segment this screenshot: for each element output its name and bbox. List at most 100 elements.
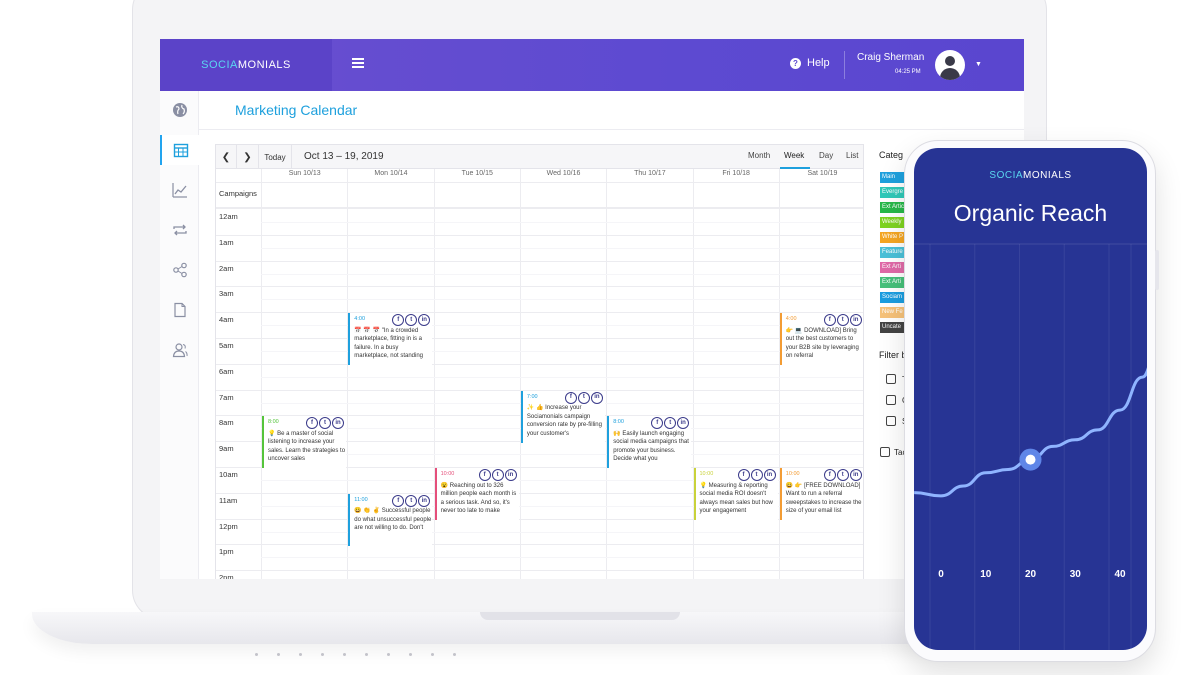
facebook-icon: f <box>478 469 491 481</box>
twitter-icon: t <box>405 314 418 327</box>
event-text: 👉 💻 DOWNLOAD] Bring out the best custome… <box>785 327 859 360</box>
category-tag[interactable]: New Fe <box>880 307 920 318</box>
avatar[interactable] <box>935 50 965 80</box>
help-icon: ? <box>790 57 801 69</box>
analytics-icon[interactable] <box>160 175 199 205</box>
calendar-event[interactable]: 10:00 f t in 😮 Reaching out to 326 million p… <box>434 468 519 520</box>
event-text: 😮 Reaching out to 326 million people eac… <box>440 482 517 515</box>
day-header[interactable]: Wed 10/16 <box>519 170 606 182</box>
date-range: Oct 13 – 19, 2019 <box>304 151 384 162</box>
page-title: Marketing Calendar <box>235 102 358 118</box>
event-social-icons: f t in <box>823 314 862 327</box>
grid-line <box>216 544 863 546</box>
globe-icon[interactable] <box>160 95 199 125</box>
day-header[interactable]: Sat 10/19 <box>778 170 863 182</box>
view-list-button[interactable]: List <box>846 151 859 160</box>
event-social-icons: f t in <box>392 314 431 327</box>
categories-title: Categ <box>879 150 904 160</box>
grid-line <box>692 169 694 579</box>
grid-line <box>519 169 521 579</box>
twitter-icon: t <box>491 469 504 481</box>
calendar-icon[interactable] <box>160 135 199 165</box>
category-tag[interactable]: Evergre <box>880 187 920 198</box>
menu-icon[interactable] <box>352 58 364 68</box>
highlight-point[interactable] <box>1025 454 1036 465</box>
chevron-down-icon[interactable]: ▼ <box>975 61 982 68</box>
day-header[interactable]: Sun 10/13 <box>261 170 347 182</box>
laptop-base-dots <box>255 653 456 656</box>
filter-checkbox[interactable] <box>886 416 896 426</box>
category-tag[interactable]: Main <box>880 172 920 183</box>
event-time: 10:00 <box>785 471 800 477</box>
calendar-event[interactable]: 4:00 f t in 👉 💻 DOWNLOAD] Bring out the best… <box>779 313 863 366</box>
view-week-button[interactable]: Week <box>784 151 805 160</box>
hour-label: 11am <box>219 495 238 505</box>
help-link[interactable]: ? Help <box>790 57 830 69</box>
calendar-event[interactable]: 8:00 f t in 💡 Be a master of social listenin… <box>262 416 346 469</box>
today-button[interactable]: Today <box>259 145 292 169</box>
category-tag[interactable]: Uncate <box>880 322 920 333</box>
grid-line <box>261 169 262 579</box>
filter-checkbox[interactable] <box>886 374 896 384</box>
grid-line <box>216 286 863 288</box>
linkedin-icon: in <box>418 314 431 327</box>
day-header[interactable]: Fri 10/18 <box>692 170 779 182</box>
linkedin-icon: in <box>677 417 690 430</box>
hour-label: 1am <box>219 237 234 247</box>
phone-side-button <box>1155 250 1159 290</box>
hour-label: 9am <box>219 444 234 454</box>
x-tick-label: 0 <box>938 569 944 580</box>
view-month-button[interactable]: Month <box>748 151 771 160</box>
facebook-icon: f <box>737 469 750 481</box>
filter-checkbox[interactable] <box>886 395 896 405</box>
grid-line <box>261 221 863 223</box>
repeat-icon[interactable] <box>160 215 199 245</box>
facebook-icon: f <box>823 469 836 481</box>
event-text: ✨ 👍 Increase your Sociamonials campaign … <box>526 405 602 437</box>
calendar-event[interactable]: 8:00 f t in 🙌 Easily launch engaging social … <box>607 416 692 469</box>
document-icon[interactable] <box>160 295 199 325</box>
users-icon[interactable] <box>160 335 199 365</box>
category-tag[interactable]: White P <box>880 232 920 243</box>
grid-line <box>261 273 863 275</box>
grid-line <box>347 169 349 579</box>
day-header[interactable]: Mon 10/14 <box>347 170 433 182</box>
twitter-icon: t <box>577 391 590 404</box>
event-time: 7:00 <box>526 393 538 400</box>
x-tick-label: 10 <box>980 569 992 580</box>
view-day-button[interactable]: Day <box>819 151 834 160</box>
grid-line <box>261 557 863 559</box>
category-tag[interactable]: Ext Artic <box>880 202 920 213</box>
category-tag[interactable]: Sociam <box>880 292 920 303</box>
filter-checkbox[interactable] <box>880 447 890 457</box>
category-tag[interactable]: Feature <box>880 247 920 258</box>
grid-line <box>261 454 863 456</box>
phone-brand-logo: SOCIAMONIALS <box>914 170 1147 181</box>
category-tag[interactable]: Weekly <box>880 217 920 228</box>
day-header[interactable]: Tue 10/15 <box>433 170 520 182</box>
category-tag[interactable]: Ext Arti <box>880 277 920 288</box>
laptop-notch <box>480 612 680 620</box>
next-week-button[interactable]: ❯ <box>237 145 259 169</box>
grid-line <box>216 492 863 494</box>
grid-line <box>216 467 863 468</box>
day-header[interactable]: Thu 10/17 <box>606 170 692 182</box>
event-social-icons: f t in <box>823 469 862 481</box>
event-text: 😀 👉 [FREE DOWNLOAD] Want to run a referr… <box>785 482 862 515</box>
calendar-event[interactable]: 10:00 f t in 💡 Measuring & reporting social … <box>693 468 778 520</box>
calendar-event[interactable]: 4:00 f t in 📅 📅 📅 "In a crowded marketplace,… <box>348 313 433 366</box>
share-icon[interactable] <box>160 255 199 285</box>
category-tag[interactable]: Ext Arti <box>880 262 920 273</box>
calendar-event[interactable]: 11:00 f t in 😀 👏 ✌ Successful people do what… <box>348 493 433 546</box>
brand-logo[interactable]: SOCIA MONIALS <box>160 39 332 91</box>
hour-label: 2am <box>219 263 234 273</box>
linkedin-icon: in <box>332 417 344 430</box>
prev-week-button[interactable]: ❮ <box>216 145 237 169</box>
linkedin-icon: in <box>849 469 862 481</box>
calendar-event[interactable]: 7:00 f t in ✨ 👍 Increase your Sociamonials c… <box>520 390 605 443</box>
hour-label: 4am <box>219 315 234 325</box>
linkedin-icon: in <box>763 469 776 481</box>
linkedin-icon: in <box>504 469 517 481</box>
calendar-event[interactable]: 10:00 f t in 😀 👉 [FREE DOWNLOAD] Want to run… <box>779 468 863 520</box>
event-social-icons: f t in <box>651 417 690 430</box>
